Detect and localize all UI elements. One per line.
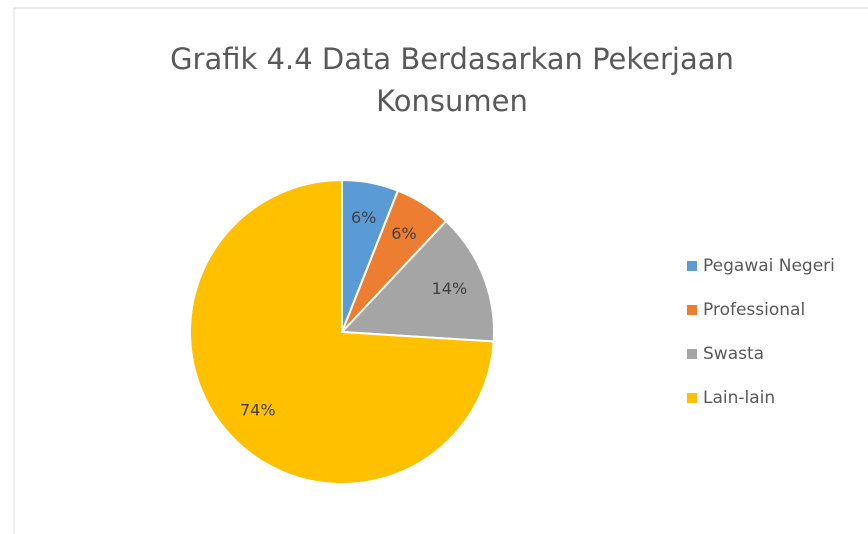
legend-swatch (687, 349, 697, 359)
data-label: 74% (240, 401, 276, 420)
legend-swatch (687, 305, 697, 315)
legend-label: Lain-lain (703, 388, 775, 408)
chart-title: Grafik 4.4 Data Berdasarkan Pekerjaan Ko… (170, 42, 734, 118)
pie-slice (189, 178, 495, 485)
pie-slice (339, 219, 495, 343)
legend-label: Professional (703, 300, 805, 320)
data-label: 6% (391, 224, 416, 243)
data-label: 6% (351, 208, 376, 227)
legend-swatch (687, 393, 697, 403)
legend-label: Swasta (703, 344, 764, 364)
legend-swatch (687, 261, 697, 271)
legend-label: Pegawai Negeri (703, 256, 835, 276)
data-label: 14% (432, 279, 468, 298)
